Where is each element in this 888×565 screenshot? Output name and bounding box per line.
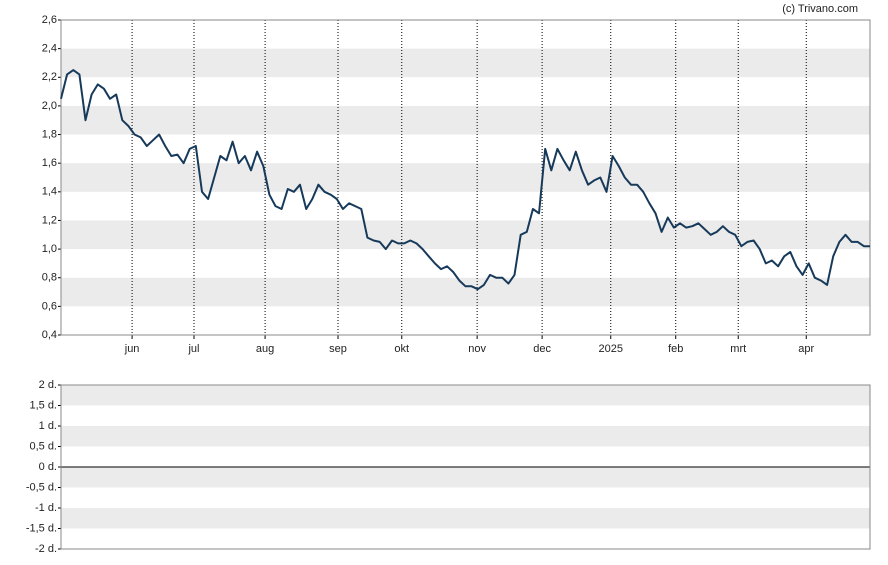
- grid-band: [61, 385, 870, 406]
- x-tick-label: okt: [394, 343, 409, 355]
- y-tick-label: 0 d.: [39, 461, 57, 473]
- x-tick-label: apr: [798, 343, 814, 355]
- y-tick-label: 1,8: [42, 128, 57, 140]
- grid-band: [61, 508, 870, 529]
- y-tick-label: 1,2: [42, 214, 57, 226]
- x-tick-label: jul: [187, 343, 199, 355]
- x-tick-label: nov: [468, 343, 486, 355]
- y-tick-label: 2,2: [42, 71, 57, 83]
- grid-band: [61, 163, 870, 192]
- grid-band: [61, 467, 870, 488]
- y-tick-label: -0,5 d.: [26, 481, 57, 493]
- x-tick-label: dec: [533, 343, 551, 355]
- x-tick-label: feb: [668, 343, 683, 355]
- plot-frame: [60, 384, 871, 550]
- plot-frame: [60, 19, 871, 336]
- y-tick-label: 0,8: [42, 272, 57, 284]
- x-tick-label: aug: [256, 343, 274, 355]
- y-tick-label: 2,6: [42, 14, 57, 26]
- y-tick-label: 2 d.: [39, 379, 57, 391]
- y-tick-label: 0,5 d.: [29, 440, 57, 452]
- grid-band: [61, 48, 870, 78]
- y-tick-label: 1,5 d.: [29, 399, 57, 411]
- y-tick-label: 0,4: [42, 329, 57, 341]
- y-tick-label: -1 d.: [35, 502, 57, 514]
- grid-band: [61, 105, 870, 135]
- grid-band: [61, 220, 870, 250]
- grid-band: [61, 426, 870, 447]
- watermark: (c) Trivano.com: [782, 3, 858, 15]
- y-tick-label: -2 d.: [35, 543, 57, 555]
- y-tick-label: 2,0: [42, 100, 57, 112]
- y-tick-label: 0,6: [42, 300, 57, 312]
- x-tick-label: jun: [124, 343, 140, 355]
- y-tick-label: 1,6: [42, 157, 57, 169]
- y-tick-label: 2,4: [42, 43, 57, 55]
- y-tick-label: 1 d.: [39, 420, 57, 432]
- price-line: [60, 69, 870, 291]
- y-tick-label: 1,0: [42, 243, 57, 255]
- x-tick-label: mrt: [730, 343, 746, 355]
- y-tick-label: -1,5 d.: [26, 522, 57, 534]
- grid-band: [61, 277, 870, 307]
- x-tick-label: sep: [329, 343, 347, 355]
- x-tick-label: 2025: [599, 343, 623, 355]
- y-tick-label: 1,4: [42, 186, 57, 198]
